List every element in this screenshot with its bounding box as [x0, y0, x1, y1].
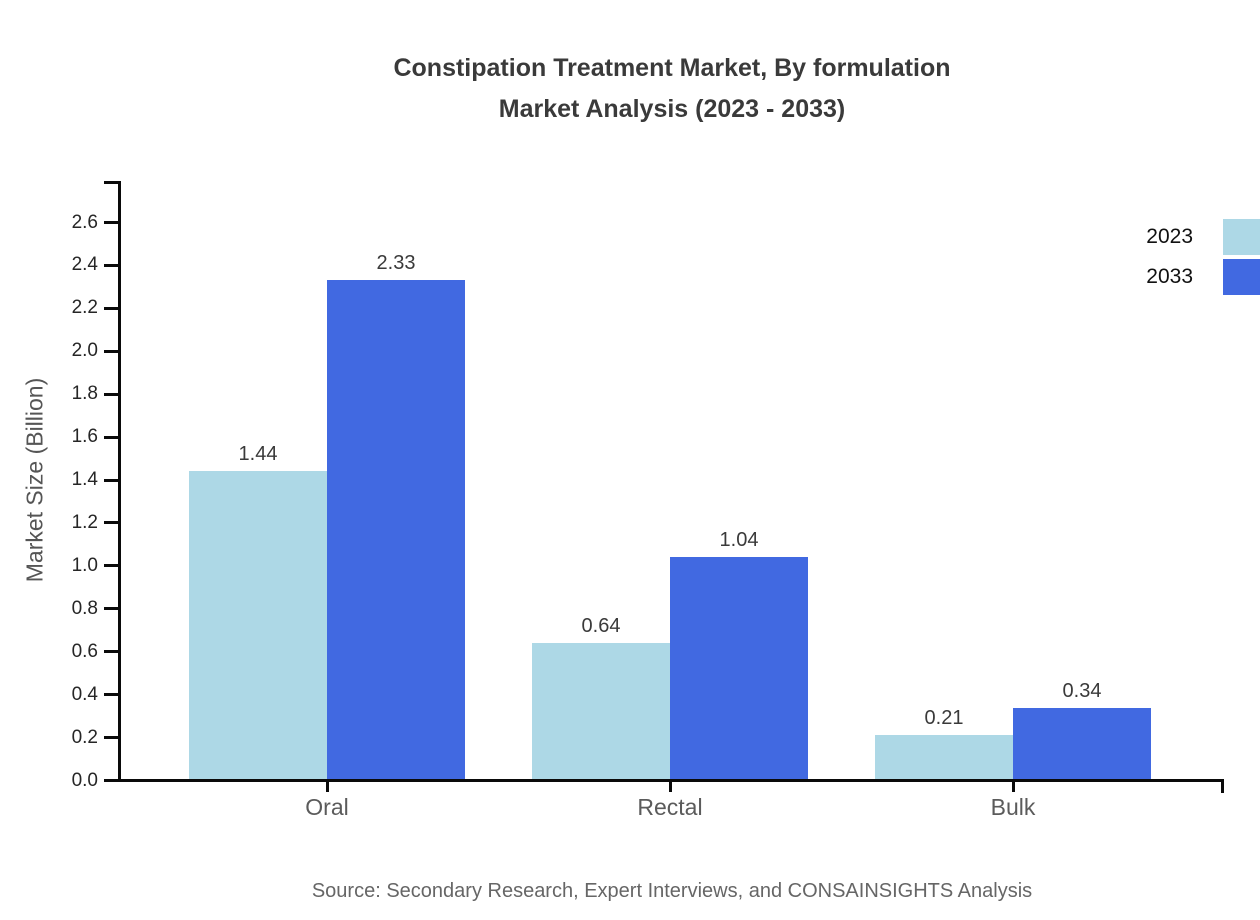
x-axis-end-cap-tick — [1221, 779, 1224, 793]
y-tick-label: 0.8 — [71, 597, 98, 619]
y-tick-label: 0.4 — [71, 683, 98, 705]
y-tick — [104, 349, 118, 353]
x-tick — [1011, 781, 1015, 792]
legend-label-2023: 2023 — [1146, 225, 1193, 248]
y-tick — [104, 607, 118, 611]
y-tick — [104, 263, 118, 267]
y-tick-label: 0.0 — [71, 769, 98, 791]
legend-swatch-2033 — [1223, 259, 1260, 295]
bar-value-label-2023-oral: 1.44 — [238, 443, 278, 466]
x-axis-line — [117, 779, 1224, 782]
x-tick — [668, 781, 672, 792]
y-tick — [104, 478, 118, 482]
y-tick-label: 1.2 — [71, 511, 98, 533]
y-axis-top-cap-tick — [104, 180, 118, 184]
bar-value-label-2023-rectal: 0.64 — [581, 615, 621, 638]
source-note: Source: Secondary Research, Expert Inter… — [311, 880, 1033, 902]
x-category-label-bulk: Bulk — [990, 794, 1036, 820]
y-tick-label: 1.4 — [71, 469, 98, 491]
bar-2023-oral — [189, 471, 327, 781]
x-tick — [325, 781, 329, 792]
y-tick — [104, 306, 118, 310]
legend: 2023 2033 — [1146, 219, 1260, 299]
bar-value-label-2033-bulk: 0.34 — [1062, 679, 1102, 702]
bar-value-label-2033-oral: 2.33 — [376, 252, 416, 275]
y-tick-label: 2.4 — [71, 254, 98, 276]
legend-swatch-2023 — [1223, 219, 1260, 255]
bar-2033-bulk — [1013, 707, 1151, 781]
y-tick-label: 2.2 — [71, 297, 98, 319]
x-category-label-oral: Oral — [305, 794, 349, 820]
bar-2023-bulk — [875, 735, 1013, 781]
y-tick-label: 1.8 — [71, 383, 98, 405]
y-tick-label: 1.6 — [71, 426, 98, 448]
y-tick — [104, 693, 118, 697]
chart-title-line1: Constipation Treatment Market, By formul… — [393, 54, 951, 82]
chart-title-line2: Market Analysis (2023 - 2033) — [498, 95, 846, 123]
y-tick-label: 0.6 — [71, 640, 98, 662]
legend-label-2033: 2033 — [1146, 265, 1193, 288]
chart-title: Constipation Treatment Market, By formul… — [84, 48, 1260, 130]
bar-value-label-2023-bulk: 0.21 — [924, 707, 964, 730]
y-tick-label: 2.0 — [71, 340, 98, 362]
y-tick-label: 0.2 — [71, 726, 98, 748]
y-tick — [104, 564, 118, 568]
y-tick — [104, 435, 118, 439]
bar-2033-oral — [327, 280, 465, 781]
x-category-label-rectal: Rectal — [637, 794, 703, 820]
y-tick-label: 1.0 — [71, 554, 98, 576]
y-tick — [104, 521, 118, 525]
y-tick — [104, 736, 118, 740]
y-tick-label: 2.6 — [71, 211, 98, 233]
y-tick — [104, 779, 118, 782]
bar-2033-rectal — [670, 557, 808, 781]
legend-entry-2023: 2023 — [1146, 219, 1260, 255]
y-axis-line — [117, 180, 121, 782]
bar-value-label-2033-rectal: 1.04 — [719, 529, 759, 552]
bar-2023-rectal — [532, 643, 670, 781]
legend-entry-2033: 2033 — [1146, 259, 1260, 295]
y-tick — [104, 392, 118, 396]
y-tick — [104, 650, 118, 654]
y-tick — [104, 221, 118, 225]
